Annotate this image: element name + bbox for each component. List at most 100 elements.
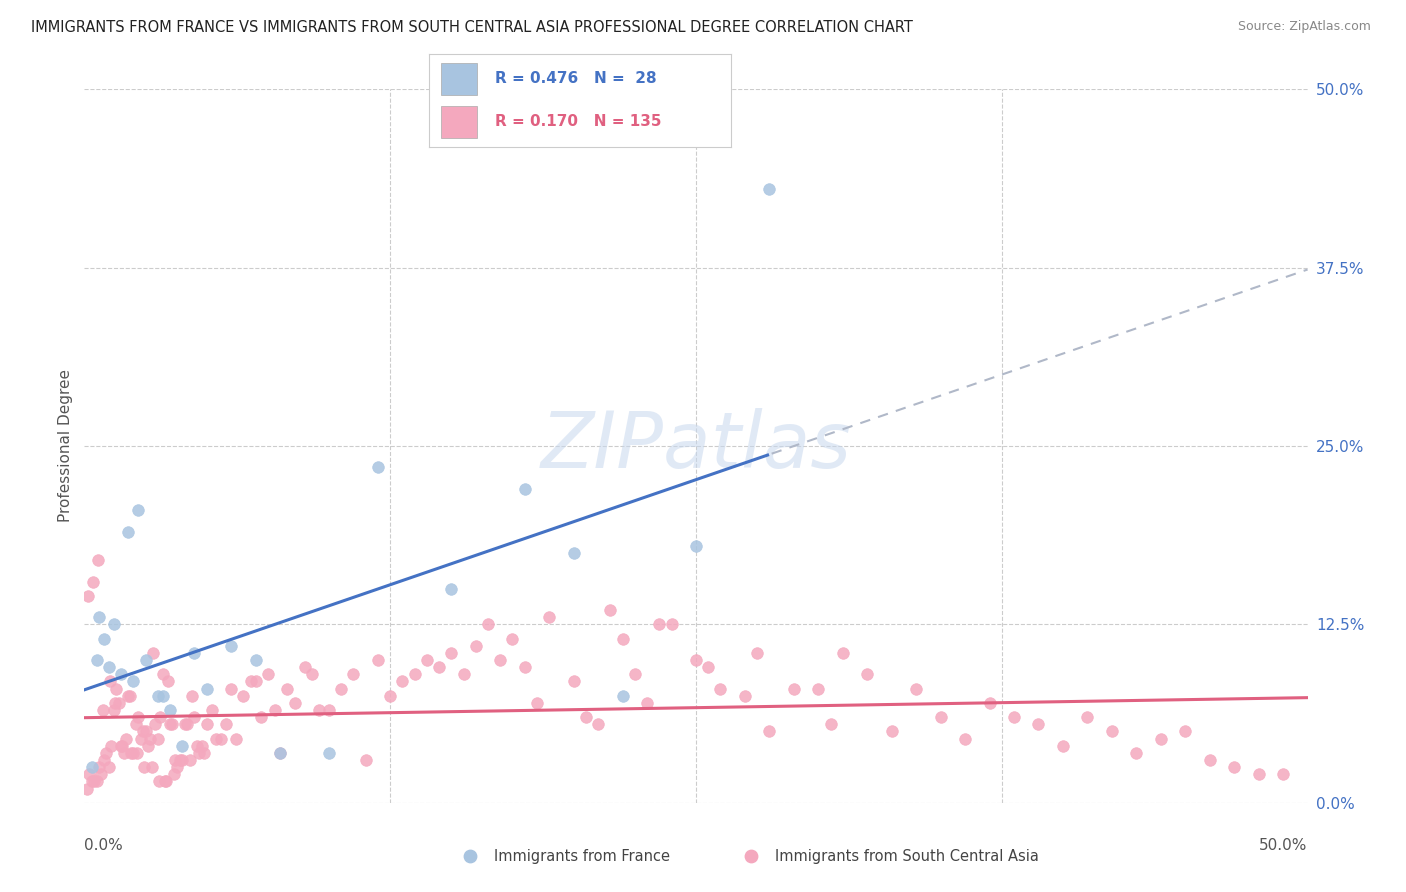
Point <box>477 617 499 632</box>
Point <box>163 767 186 781</box>
Point <box>163 753 186 767</box>
Point <box>195 717 218 731</box>
Point <box>127 710 149 724</box>
Point <box>162 717 184 731</box>
Point <box>105 681 128 696</box>
Point <box>489 653 512 667</box>
Point <box>169 753 191 767</box>
Point <box>172 739 194 753</box>
Point <box>77 767 100 781</box>
Point <box>367 460 389 475</box>
Point <box>245 674 267 689</box>
Point <box>87 553 110 567</box>
Point <box>112 746 135 760</box>
Point <box>146 689 169 703</box>
Point <box>205 731 228 746</box>
Point <box>93 632 115 646</box>
Point <box>97 660 120 674</box>
Point <box>76 781 98 796</box>
Point <box>173 717 195 731</box>
Point <box>122 674 145 689</box>
Point <box>318 746 340 760</box>
Point <box>612 632 634 646</box>
Point <box>330 681 353 696</box>
Point <box>685 539 707 553</box>
Point <box>176 717 198 731</box>
Point <box>93 753 115 767</box>
Point <box>820 717 842 731</box>
Text: Immigrants from South Central Asia: Immigrants from South Central Asia <box>776 849 1039 863</box>
Point <box>697 660 720 674</box>
Text: ZIPatlas: ZIPatlas <box>540 408 852 484</box>
Point <box>117 689 139 703</box>
Bar <box>441 63 477 95</box>
Point <box>172 753 194 767</box>
Point <box>193 746 215 760</box>
Point <box>134 760 156 774</box>
Point <box>152 667 174 681</box>
Point <box>709 681 731 696</box>
Point <box>166 760 188 774</box>
Point <box>562 674 585 689</box>
Point <box>86 797 108 811</box>
Point <box>440 582 463 596</box>
Point <box>188 746 211 760</box>
Point <box>269 746 291 760</box>
Point <box>135 724 157 739</box>
Point <box>308 703 330 717</box>
Point <box>294 660 316 674</box>
Point <box>110 667 132 681</box>
Point <box>416 653 439 667</box>
Point <box>82 574 104 589</box>
Text: 50.0%: 50.0% <box>1260 838 1308 854</box>
Point <box>427 660 450 674</box>
Point <box>179 753 201 767</box>
Point <box>118 689 141 703</box>
Text: 0.0%: 0.0% <box>84 838 124 854</box>
Point <box>104 696 127 710</box>
Point <box>195 681 218 696</box>
Point <box>391 674 413 689</box>
Point <box>129 731 152 746</box>
Point <box>146 731 169 746</box>
Point <box>269 746 291 760</box>
Point <box>624 667 647 681</box>
Point <box>953 731 976 746</box>
Point <box>831 646 853 660</box>
Y-axis label: Professional Degree: Professional Degree <box>58 369 73 523</box>
Point <box>526 696 548 710</box>
Point <box>380 689 402 703</box>
Text: R = 0.170   N = 135: R = 0.170 N = 135 <box>495 114 662 129</box>
Point <box>83 774 105 789</box>
Point <box>1272 767 1295 781</box>
Point <box>502 632 524 646</box>
Point <box>612 689 634 703</box>
Point <box>1198 753 1220 767</box>
Point <box>1125 746 1147 760</box>
Point <box>1174 724 1197 739</box>
Point <box>96 746 118 760</box>
Point <box>186 739 208 753</box>
Point <box>181 689 204 703</box>
Point <box>758 724 780 739</box>
Point <box>734 689 756 703</box>
Point <box>453 667 475 681</box>
Point <box>301 667 323 681</box>
Point <box>464 639 486 653</box>
Point <box>905 681 928 696</box>
Point <box>979 696 1001 710</box>
Point <box>153 774 176 789</box>
Point <box>98 674 121 689</box>
Point <box>219 639 242 653</box>
Point <box>87 760 110 774</box>
Point <box>107 696 129 710</box>
Point <box>783 681 806 696</box>
Point <box>97 760 120 774</box>
Point <box>856 667 879 681</box>
Point <box>209 731 232 746</box>
Point <box>132 724 155 739</box>
Point <box>239 674 262 689</box>
Point <box>143 717 166 731</box>
Point <box>807 681 830 696</box>
Point <box>115 731 138 746</box>
